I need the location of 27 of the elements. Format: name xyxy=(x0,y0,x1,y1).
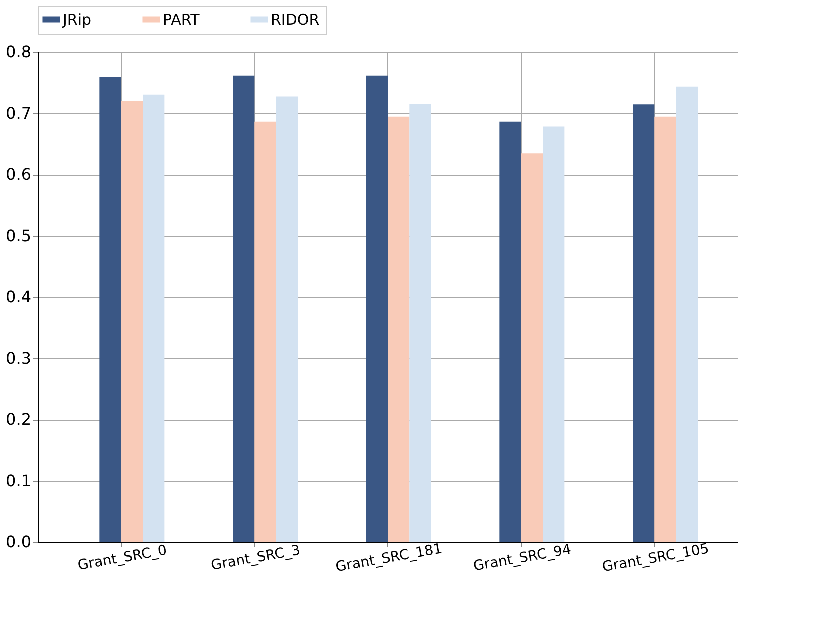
bar xyxy=(388,116,410,542)
y-tick-label: 0.1 xyxy=(6,471,32,490)
y-tick-label: 0.6 xyxy=(6,165,32,184)
y-tick-label: 0.7 xyxy=(6,104,32,123)
bar xyxy=(543,126,565,542)
y-tick-label: 0.4 xyxy=(6,288,32,306)
bar xyxy=(500,122,522,542)
y-tick-label: 0.2 xyxy=(6,410,32,429)
bar xyxy=(676,86,698,542)
y-tick-label: 0.0 xyxy=(6,532,32,552)
bar xyxy=(233,76,255,542)
bar xyxy=(121,101,143,542)
bar xyxy=(633,104,655,542)
bar xyxy=(410,104,432,542)
y-tick-label: 0.8 xyxy=(6,42,32,62)
bar xyxy=(366,76,388,542)
legend-label: RIDOR xyxy=(271,10,320,29)
y-tick-label: 0.3 xyxy=(6,348,32,368)
bar xyxy=(254,122,276,542)
y-tick-label: 0.5 xyxy=(6,226,32,246)
bar xyxy=(143,94,165,542)
legend-label: PART xyxy=(163,10,201,29)
legend-label: JRip xyxy=(62,10,92,29)
bar xyxy=(100,77,122,542)
bar xyxy=(654,116,676,542)
bar xyxy=(521,154,543,542)
bar xyxy=(276,96,298,542)
